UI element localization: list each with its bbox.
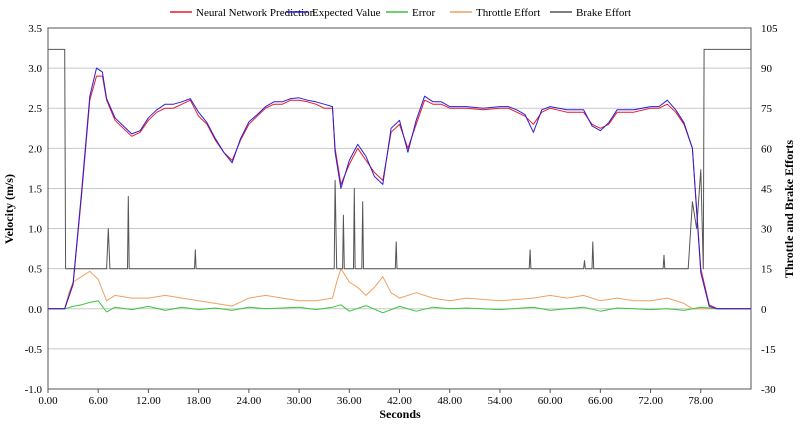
legend-label: Error [412,7,436,19]
legend-label: Throttle Effort [476,7,540,19]
series-line-throttle-effort [48,268,751,310]
legend-label: Neural Network Prediction [196,7,316,19]
y2-tick-label: -15 [761,344,776,356]
tick-layer: -1.0 -0.5 0.0 0.5 1.0 1.5 2.0 2.5 3.0 3.5 -30 -15 0 1… [25,23,778,407]
y-tick-label: 0.5 [28,264,42,276]
y2-axis-title: Throttle and Brake Efforts [782,140,796,278]
y-tick-label: 2.5 [28,103,42,115]
x-tick-label: 66.00 [588,395,613,407]
x-tick-label: 0.00 [38,395,58,407]
y2-tick-label: -30 [761,384,776,396]
x-tick-label: 60.00 [538,395,563,407]
y2-tick-label: 75 [761,103,773,115]
x-axis-title: Seconds [379,407,421,421]
x-tick-label: 72.00 [638,395,663,407]
y2-tick-label: 15 [761,264,773,276]
y2-tick-label: 90 [761,63,773,75]
y2-tick-label: 60 [761,143,773,155]
x-tick-label: 24.00 [236,395,261,407]
legend-label: Expected Value [312,7,381,19]
y-tick-label: -0.5 [25,344,43,356]
x-tick-label: 18.00 [186,395,211,407]
x-tick-label: 42.00 [387,395,412,407]
plot-frame [47,27,752,390]
y2-tick-label: 45 [761,183,773,195]
x-tick-label: 48.00 [437,395,462,407]
x-tick-label: 6.00 [89,395,109,407]
x-tick-label: 36.00 [337,395,362,407]
legend-label: Brake Effort [576,7,631,19]
x-tick-label: 12.00 [136,395,161,407]
series-line-expected-value [48,67,751,310]
y-tick-label: 0.0 [28,304,42,316]
series-line-neural-network-prediction [48,75,751,310]
series-line-brake-effort [48,48,751,270]
y-tick-label: 2.0 [28,143,42,155]
y-tick-label: 1.5 [28,183,42,195]
y2-tick-label: 30 [761,224,773,236]
x-tick-label: 54.00 [488,395,513,407]
series-line-error [48,300,751,314]
y-axis-title: Velocity (m/s) [2,174,16,244]
y-tick-label: -1.0 [25,384,43,396]
y-tick-label: 3.5 [28,23,42,35]
x-tick-label: 78.00 [688,395,713,407]
x-tick-label: 30.00 [287,395,312,407]
y-tick-label: 3.0 [28,63,42,75]
y-tick-label: 1.0 [28,224,42,236]
y2-tick-label: 105 [761,23,778,35]
y2-tick-label: 0 [761,304,767,316]
series-layer [48,48,751,314]
